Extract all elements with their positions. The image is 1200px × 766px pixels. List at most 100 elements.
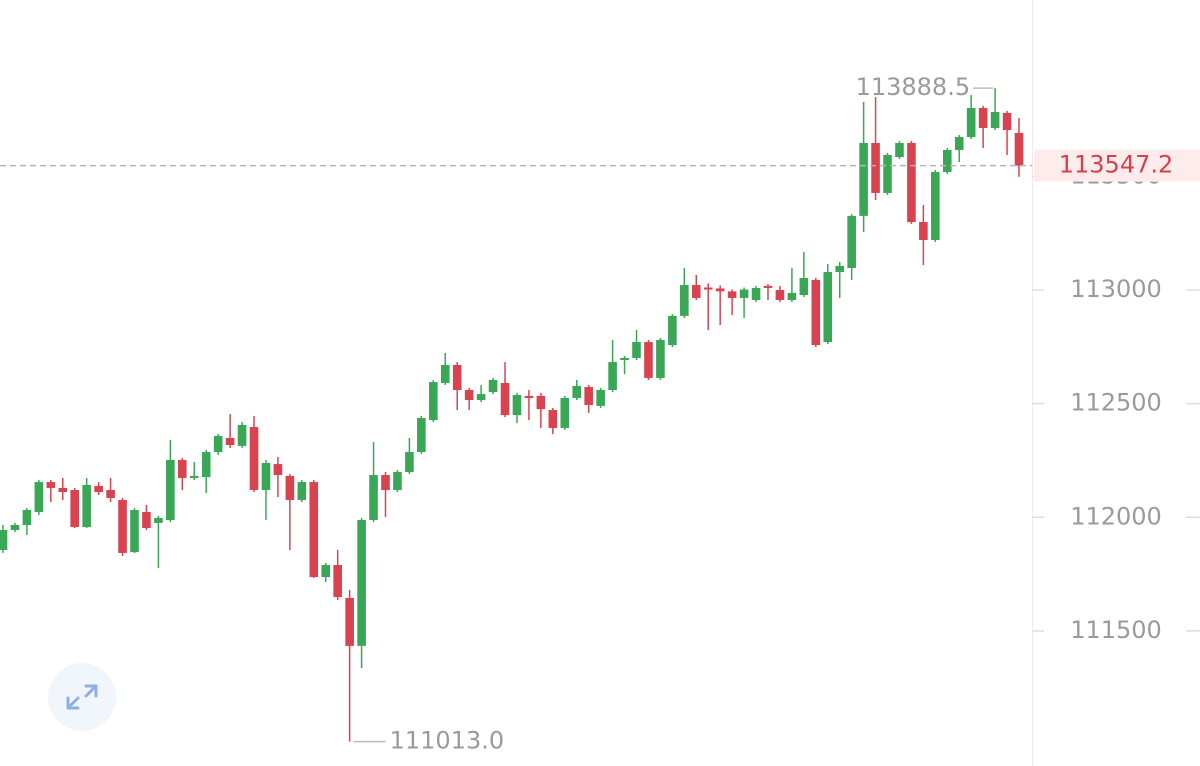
candle-body xyxy=(823,272,833,343)
max-label: 113888.5 xyxy=(856,73,971,101)
expand-circle xyxy=(48,663,116,731)
candle-body xyxy=(297,482,307,500)
candle-body xyxy=(333,565,342,598)
candle-body xyxy=(668,315,677,345)
candle-body xyxy=(560,397,570,428)
candle-body xyxy=(859,142,868,216)
candle-body xyxy=(22,510,32,525)
candle-body xyxy=(464,390,474,400)
y-axis: 111500112000112500113000113500 xyxy=(1032,161,1200,644)
candle-body xyxy=(632,342,641,358)
candle-body xyxy=(512,395,522,415)
candle-body xyxy=(608,362,617,390)
candle-body xyxy=(931,172,940,240)
candle-body xyxy=(656,340,665,378)
candle-body xyxy=(703,287,713,290)
candle-body xyxy=(166,460,175,520)
candle-body xyxy=(847,215,856,268)
candle-body xyxy=(620,357,629,360)
candle-body xyxy=(201,452,211,478)
candle-body xyxy=(572,385,582,398)
candle-body xyxy=(954,137,964,150)
candle-body xyxy=(321,565,331,578)
y-tick-label: 111500 xyxy=(1070,616,1162,644)
candle-body xyxy=(142,512,151,528)
candle-body xyxy=(369,475,378,520)
candle-body xyxy=(751,287,761,300)
candle-body xyxy=(381,475,390,490)
candle-body xyxy=(787,292,797,300)
candle-body xyxy=(130,510,139,553)
candle-body xyxy=(942,150,952,173)
candle-body xyxy=(249,427,259,490)
y-tick-label: 113000 xyxy=(1070,275,1162,303)
candle-body xyxy=(70,490,80,528)
candle-body xyxy=(990,112,1000,128)
last-price-label: 113547.2 xyxy=(1059,151,1174,179)
candle-body xyxy=(309,482,319,578)
candle-body xyxy=(1014,132,1024,166)
candle-body xyxy=(739,289,749,298)
candle-body xyxy=(452,365,462,390)
candle-body xyxy=(476,394,486,400)
candle-body xyxy=(763,285,773,288)
candle-body xyxy=(691,285,701,298)
candle-body xyxy=(715,288,725,292)
candle-body xyxy=(118,500,127,553)
candle-body xyxy=(811,280,821,345)
candle-body xyxy=(871,142,880,193)
y-tick-label: 112500 xyxy=(1070,389,1162,417)
candle-body xyxy=(357,520,366,646)
expand-icon xyxy=(66,684,98,710)
candle-body xyxy=(835,265,845,273)
candle-body xyxy=(225,437,235,445)
candle-body xyxy=(0,530,8,550)
candle-body xyxy=(106,490,115,498)
candle-body xyxy=(58,487,68,493)
candle-body xyxy=(536,395,546,410)
candle-body xyxy=(680,285,689,316)
candle-body xyxy=(273,464,283,475)
candle-body xyxy=(799,277,809,295)
candle-body xyxy=(883,155,892,193)
candle-body xyxy=(94,485,103,493)
candle-body xyxy=(596,390,605,406)
candle-body xyxy=(907,142,916,223)
candle-body xyxy=(417,417,426,453)
candle-body xyxy=(46,482,56,488)
candle-body xyxy=(285,475,295,500)
candle-body xyxy=(978,107,988,128)
min-label: 111013.0 xyxy=(390,727,505,755)
candle-body xyxy=(895,142,904,158)
candle-body xyxy=(775,290,785,300)
candle-body xyxy=(440,365,450,383)
candle-body xyxy=(584,387,593,405)
candle-body xyxy=(429,382,438,420)
candle-body xyxy=(644,342,653,378)
candle-body xyxy=(213,435,223,453)
candle-body xyxy=(727,291,737,298)
candle-body xyxy=(34,482,44,513)
candle-body xyxy=(261,462,271,490)
candle-body xyxy=(189,475,199,478)
candle-body xyxy=(548,410,558,428)
candle-body xyxy=(500,382,510,415)
last-price-badge xyxy=(1034,149,1200,182)
candle-body xyxy=(405,452,414,473)
candle-body xyxy=(345,597,354,646)
candle-body xyxy=(524,395,534,398)
candle-body xyxy=(966,107,976,138)
candle-body xyxy=(177,460,187,478)
candle-body xyxy=(10,525,20,530)
annotations: 113547.2 113888.5 111013.0 xyxy=(0,73,1200,755)
expand-button[interactable] xyxy=(48,663,116,731)
candle-body xyxy=(488,380,498,393)
candle-body xyxy=(237,425,247,446)
candle-body xyxy=(1002,112,1012,130)
candle-body xyxy=(82,485,91,528)
candles xyxy=(0,88,1024,742)
candle-body xyxy=(919,222,928,240)
y-tick-label: 112000 xyxy=(1070,502,1162,530)
